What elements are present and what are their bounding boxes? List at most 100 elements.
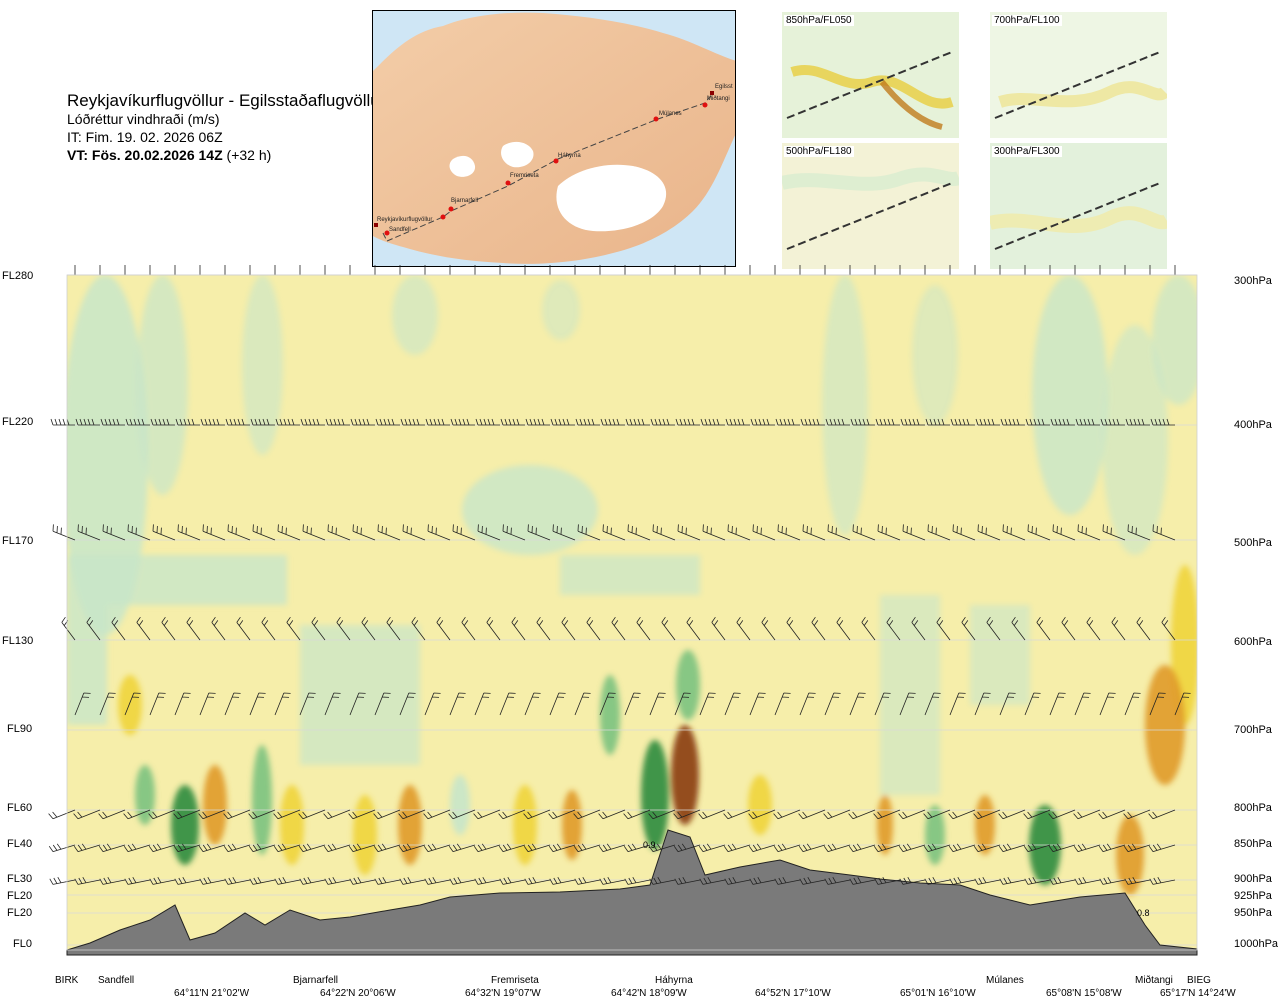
wind-barb <box>1074 265 1076 275</box>
wind-barb <box>49 877 76 885</box>
vertical-motion-cell <box>280 785 304 865</box>
wind-barb <box>999 265 1001 275</box>
wind-barb <box>200 418 225 426</box>
wind-barbs <box>48 265 1191 885</box>
wind-barb <box>999 692 1016 716</box>
wind-barb <box>586 616 601 641</box>
wind-barb <box>375 418 400 426</box>
vertical-motion-cell <box>671 725 699 825</box>
wp-label: Reykjavíkurflugvöllur <box>377 217 432 223</box>
wind-barb <box>74 265 76 275</box>
wind-barb <box>477 524 501 541</box>
downdraft-region <box>392 275 438 355</box>
wind-barb <box>261 616 276 641</box>
wind-barb <box>552 524 576 541</box>
vertical-motion-cell <box>600 675 620 755</box>
mini-map-label: 300hPa/FL300 <box>992 146 1062 157</box>
wind-barb <box>577 524 601 541</box>
wind-barb <box>499 877 526 885</box>
wind-barb <box>149 877 176 885</box>
wind-barb <box>899 692 916 716</box>
location-label: Sandfell <box>98 975 135 986</box>
wind-barb <box>449 692 466 716</box>
location-label: Fremriseta <box>491 975 539 986</box>
wind-barb <box>998 843 1026 852</box>
field-annotation: 0.9 <box>643 840 656 850</box>
wind-barb <box>686 616 701 641</box>
wind-barb <box>1049 877 1076 885</box>
wind-barb <box>799 692 816 716</box>
wind-barb <box>323 843 351 852</box>
wp-label: Sandfell <box>389 227 411 233</box>
wind-barb <box>227 524 251 541</box>
mini-map-pattern <box>879 80 943 130</box>
wind-barb <box>924 877 951 885</box>
wind-barb <box>598 809 626 820</box>
wind-barb <box>352 524 376 541</box>
fl-label: FL90 <box>7 723 33 735</box>
wind-barb <box>274 265 276 275</box>
wind-barb <box>177 524 201 541</box>
wind-barb <box>448 809 476 820</box>
wind-barb <box>523 843 551 852</box>
wind-barb <box>174 692 191 716</box>
hpa-label: 1000hPa <box>1234 938 1279 950</box>
wind-barb <box>198 809 226 820</box>
mini-map-label: 850hPa/FL050 <box>784 15 854 26</box>
downdraft-region <box>67 275 148 635</box>
vertical-motion-cell <box>1145 665 1185 785</box>
wind-barb <box>123 809 151 820</box>
wind-barb <box>548 843 576 852</box>
wind-barb <box>773 809 801 820</box>
wind-barb <box>349 877 376 885</box>
wind-barb <box>924 265 926 275</box>
wind-barb <box>411 616 426 641</box>
wind-barb <box>952 524 976 541</box>
wind-barb <box>849 265 851 275</box>
wind-barb <box>849 877 876 885</box>
wind-barb <box>698 809 726 820</box>
mini-map-bg <box>990 143 1167 269</box>
coordinate-label: 65°17'N 14°24'W <box>1160 988 1236 999</box>
wind-barb <box>475 418 500 426</box>
wind-barb <box>323 809 351 820</box>
wind-barb <box>173 809 201 820</box>
wind-barb <box>874 692 891 716</box>
wind-barb <box>100 418 125 426</box>
fl-label: FL60 <box>7 802 33 814</box>
wind-barb <box>152 524 176 541</box>
wind-barb <box>274 692 291 716</box>
wind-barb <box>724 265 726 275</box>
wind-barb <box>374 265 376 275</box>
wind-barb <box>402 524 426 541</box>
wind-barb <box>511 616 526 641</box>
wind-barb <box>499 692 516 716</box>
wind-barb <box>1052 524 1076 541</box>
wind-barb <box>848 843 876 852</box>
wind-barb <box>624 692 641 716</box>
wind-barb <box>948 843 976 852</box>
downdraft-region <box>137 275 188 495</box>
wind-barb <box>799 877 826 885</box>
wind-barb <box>427 524 451 541</box>
wind-barb <box>1086 616 1101 641</box>
wind-barb <box>599 877 626 885</box>
route-map-svg: Reykjavíkurflugvöllur Sandfell Bjarnarfe… <box>373 11 735 266</box>
wind-barb <box>923 843 951 852</box>
wind-barb <box>1125 418 1150 426</box>
wind-barb <box>1074 877 1101 885</box>
wind-barb <box>674 877 701 885</box>
wind-barb <box>999 877 1026 885</box>
location-label: Miðtangi <box>1135 975 1173 986</box>
wind-barb <box>424 265 426 275</box>
wind-barb <box>873 843 901 852</box>
wind-barb <box>1123 809 1151 820</box>
coordinate-label: 65°01'N 16°10'W <box>900 988 976 999</box>
hpa-label: 800hPa <box>1234 802 1272 814</box>
wind-barb <box>961 616 976 641</box>
wind-barb <box>674 692 691 716</box>
wind-barb <box>149 265 151 275</box>
wind-barb <box>424 692 441 716</box>
wind-barb <box>424 877 451 885</box>
wind-barb <box>700 418 725 426</box>
